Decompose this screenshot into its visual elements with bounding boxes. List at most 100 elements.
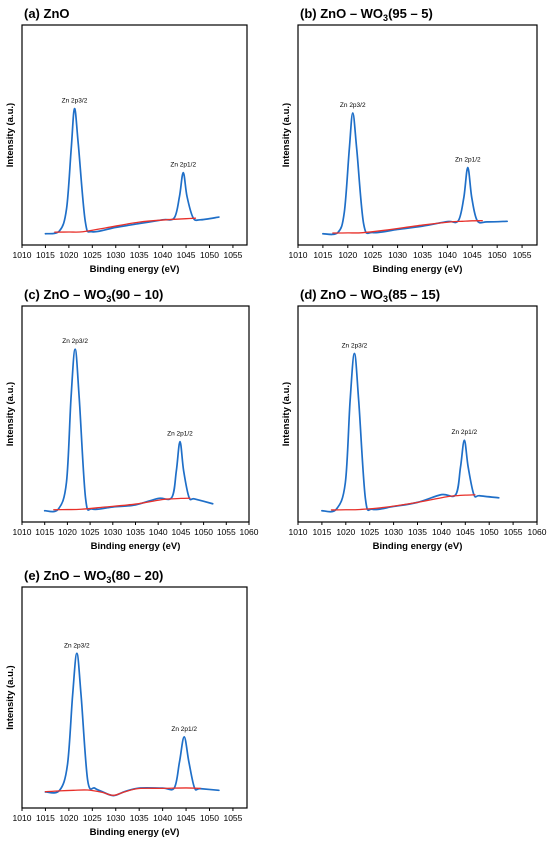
x-tick-label: 1050 [488, 250, 507, 260]
panel-title: (d) ZnO – WO3(85 – 15) [300, 287, 440, 304]
x-tick-label: 1020 [59, 813, 78, 823]
title-main: (d) ZnO – WO [300, 287, 383, 302]
x-tick-label: 1045 [456, 527, 475, 537]
peak-label: Zn 2p1/2 [452, 429, 478, 436]
peak-label: Zn 2p3/2 [62, 98, 88, 105]
x-tick-label: 1030 [388, 250, 407, 260]
x-tick-label: 1020 [338, 250, 357, 260]
x-tick-label: 1020 [336, 527, 355, 537]
spectrum-line [43, 348, 214, 513]
x-tick-label: 1015 [36, 813, 55, 823]
plot-frame [21, 586, 248, 809]
x-tick-label: 1010 [13, 527, 32, 537]
peak-label: Zn 2p3/2 [64, 642, 90, 649]
x-tick-label: 1030 [106, 250, 125, 260]
x-tick-label: 1060 [240, 527, 259, 537]
x-tick-label: 1025 [81, 527, 100, 537]
title-composition: (90 – 10) [111, 287, 163, 302]
x-tick-label: 1055 [217, 527, 236, 537]
x-tick-label: 1015 [313, 250, 332, 260]
x-tick-label: 1050 [200, 250, 219, 260]
x-axis-label: Binding energy (eV) [373, 541, 463, 552]
x-tick-label: 1045 [177, 813, 196, 823]
peak-label: Zn 2p3/2 [62, 338, 88, 345]
x-tick-label: 1060 [528, 527, 547, 537]
x-tick-label: 1015 [36, 250, 55, 260]
spectrum-line [44, 652, 220, 797]
peak-label: Zn 2p3/2 [342, 343, 368, 350]
title-main: (e) ZnO – WO [24, 568, 106, 583]
x-tick-label: 1025 [363, 250, 382, 260]
x-tick-label: 1020 [58, 527, 77, 537]
x-tick-label: 1015 [312, 527, 331, 537]
x-tick-label: 1040 [438, 250, 457, 260]
y-axis-label: Intensity (a.u.) [5, 382, 16, 446]
plot-frame [21, 305, 250, 523]
x-tick-label: 1040 [149, 527, 168, 537]
x-tick-label: 1045 [463, 250, 482, 260]
title-subscript: 3 [106, 294, 111, 304]
panel-b: (b) ZnO – WO3(95 – 5) 1010 1015 1020 1025 103… [281, 6, 538, 275]
x-tick-label: 1035 [126, 527, 145, 537]
x-tick-label: 1040 [432, 527, 451, 537]
x-tick-label: 1035 [130, 813, 149, 823]
x-tick-label: 1030 [384, 527, 403, 537]
background-line [53, 497, 191, 511]
background-line [330, 494, 476, 511]
y-axis-label: Intensity (a.u.) [5, 103, 16, 167]
title-composition: (80 – 20) [111, 568, 163, 583]
x-tick-label: 1015 [35, 527, 54, 537]
x-axis-label: Binding energy (eV) [90, 264, 180, 275]
x-tick-label: 1055 [513, 250, 532, 260]
x-tick-label: 1010 [13, 250, 32, 260]
title-main: (b) ZnO – WO [300, 6, 383, 21]
peak-label: Zn 2p3/2 [340, 102, 366, 109]
x-axis-label: Binding energy (eV) [91, 541, 181, 552]
x-tick-label: 1025 [83, 250, 102, 260]
panel-title: (e) ZnO – WO3(80 – 20) [24, 568, 163, 585]
x-tick-label: 1025 [360, 527, 379, 537]
panel-title: (b) ZnO – WO3(95 – 5) [300, 6, 433, 23]
title-composition: (85 – 15) [388, 287, 440, 302]
panel-c: (c) ZnO – WO3(90 – 10)1010 1015 1020 1025 10… [5, 287, 259, 552]
title-composition: (95 – 5) [388, 6, 433, 21]
x-tick-label: 1050 [200, 813, 219, 823]
panel-d: (d) ZnO – WO3(85 – 15) 1010 1015 1020 1025 10… [281, 287, 547, 552]
x-tick-label: 1040 [153, 250, 172, 260]
x-tick-label: 1050 [480, 527, 499, 537]
y-axis-label: Intensity (a.u.) [5, 665, 16, 729]
background-line [44, 787, 201, 796]
panel-title: (a) ZnO [24, 6, 70, 21]
x-tick-label: 1020 [59, 250, 78, 260]
title-subscript: 3 [383, 294, 388, 304]
x-tick-label: 1055 [223, 813, 242, 823]
title-subscript: 3 [383, 13, 388, 23]
x-axis-label: Binding energy (eV) [90, 827, 180, 838]
background-line [54, 217, 197, 233]
x-tick-label: 1045 [171, 527, 190, 537]
x-tick-label: 1035 [408, 527, 427, 537]
x-tick-label: 1055 [504, 527, 523, 537]
spectrum-line [44, 107, 220, 235]
title-main: (c) ZnO – WO [24, 287, 106, 302]
panel-e: (e) ZnO – WO3(80 – 20) 1010 1015 1020 1025 10… [5, 568, 248, 838]
x-tick-label: 1010 [289, 250, 308, 260]
background-line [332, 220, 483, 234]
x-tick-label: 1010 [13, 813, 32, 823]
plot-frame [297, 305, 538, 523]
x-tick-label: 1035 [413, 250, 432, 260]
y-axis-label: Intensity (a.u.) [281, 103, 292, 167]
y-axis-label: Intensity (a.u.) [281, 382, 292, 446]
x-tick-label: 1055 [223, 250, 242, 260]
x-tick-label: 1030 [106, 813, 125, 823]
peak-label: Zn 2p1/2 [171, 726, 197, 733]
peak-label: Zn 2p1/2 [167, 431, 193, 438]
panel-title: (c) ZnO – WO3(90 – 10) [24, 287, 163, 304]
x-tick-label: 1030 [103, 527, 122, 537]
title-subscript: 3 [106, 575, 111, 585]
x-tick-label: 1045 [177, 250, 196, 260]
x-tick-label: 1025 [83, 813, 102, 823]
x-axis-label: Binding energy (eV) [373, 264, 463, 275]
